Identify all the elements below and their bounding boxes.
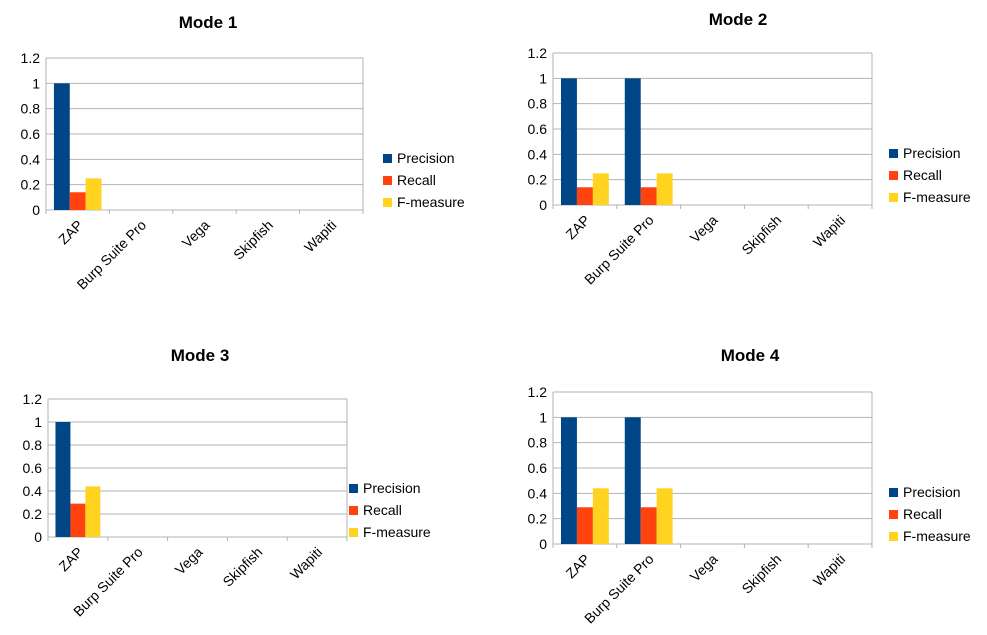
- legend-swatch: [889, 488, 898, 497]
- y-tick-label: 0.4: [528, 485, 548, 501]
- bar-fmeasure-0: [592, 173, 609, 205]
- x-tick-label: Skipfish: [219, 544, 265, 590]
- legend-swatch: [889, 193, 898, 202]
- y-tick-label: 0.4: [528, 146, 548, 162]
- y-tick-label: 0.6: [23, 460, 43, 476]
- legend-swatch: [889, 171, 898, 180]
- legend-label: Precision: [363, 480, 421, 496]
- legend-swatch: [889, 532, 898, 541]
- legend-label: Recall: [903, 167, 942, 183]
- x-tick-label: Wapiti: [810, 212, 848, 250]
- y-tick-label: 0.8: [23, 437, 43, 453]
- y-tick-label: 0.4: [23, 483, 43, 499]
- legend-swatch: [383, 154, 392, 163]
- legend-swatch: [349, 528, 358, 537]
- y-tick-label: 1.2: [21, 50, 41, 66]
- legend-swatch: [889, 149, 898, 158]
- x-tick-label: ZAP: [55, 217, 86, 248]
- y-tick-label: 0: [539, 536, 547, 552]
- legend-label: Recall: [903, 506, 942, 522]
- legend-label: Precision: [903, 484, 961, 500]
- y-tick-label: 0.6: [528, 121, 548, 137]
- bar-recall-1: [640, 507, 657, 544]
- x-tick-label: ZAP: [562, 551, 593, 582]
- y-tick-label: 0.8: [528, 96, 548, 112]
- bar-recall-0: [69, 192, 86, 210]
- legend-swatch: [383, 198, 392, 207]
- legend-label: F-measure: [363, 524, 431, 540]
- chart-title: Mode 1: [179, 13, 238, 32]
- y-tick-label: 1: [34, 414, 42, 430]
- legend-swatch: [349, 484, 358, 493]
- y-tick-label: 1.2: [23, 391, 43, 407]
- bar-fmeasure-1: [656, 173, 673, 205]
- legend-swatch: [383, 176, 392, 185]
- y-tick-label: 1: [539, 70, 547, 86]
- bar-precision-0: [53, 83, 70, 210]
- legend-swatch: [349, 506, 358, 515]
- x-tick-label: Skipfish: [738, 212, 784, 258]
- x-tick-label: Vega: [687, 551, 721, 585]
- legend-label: Precision: [397, 150, 455, 166]
- bar-recall-0: [576, 507, 593, 544]
- chart-title: Mode 4: [721, 346, 780, 365]
- y-tick-label: 1.2: [528, 45, 548, 61]
- y-tick-label: 0.2: [528, 511, 548, 527]
- bar-recall-0: [576, 187, 593, 205]
- y-tick-label: 0.2: [21, 177, 41, 193]
- bar-fmeasure-0: [592, 488, 609, 544]
- bar-precision-0: [55, 422, 71, 537]
- y-tick-label: 0.6: [21, 126, 41, 142]
- y-tick-label: 1: [539, 409, 547, 425]
- legend-label: Recall: [397, 172, 436, 188]
- bar-recall-1: [640, 187, 657, 205]
- bar-fmeasure-0: [85, 178, 102, 210]
- bar-recall-0: [70, 503, 86, 537]
- x-tick-label: Skipfish: [738, 551, 784, 597]
- y-tick-label: 0.2: [528, 172, 548, 188]
- x-tick-label: Wapiti: [301, 217, 339, 255]
- y-tick-label: 1.2: [528, 384, 548, 400]
- legend-label: F-measure: [903, 189, 971, 205]
- x-tick-label: ZAP: [55, 544, 86, 575]
- y-tick-label: 0.6: [528, 460, 548, 476]
- bar-precision-1: [624, 417, 641, 544]
- y-tick-label: 0.8: [528, 435, 548, 451]
- legend-label: F-measure: [903, 528, 971, 544]
- x-tick-label: Vega: [179, 217, 213, 251]
- bar-precision-0: [560, 78, 577, 205]
- bar-fmeasure-0: [85, 486, 101, 537]
- bar-precision-1: [624, 78, 641, 205]
- y-tick-label: 1: [32, 75, 40, 91]
- y-tick-label: 0.2: [23, 506, 43, 522]
- x-tick-label: Skipfish: [230, 217, 276, 263]
- x-tick-label: Vega: [172, 544, 206, 578]
- legend-label: Precision: [903, 145, 961, 161]
- y-tick-label: 0.8: [21, 101, 41, 117]
- x-tick-label: ZAP: [562, 212, 593, 243]
- legend-swatch: [889, 510, 898, 519]
- y-tick-label: 0: [32, 202, 40, 218]
- legend-label: F-measure: [397, 194, 465, 210]
- x-tick-label: Wapiti: [810, 551, 848, 589]
- bar-precision-0: [560, 417, 577, 544]
- bar-fmeasure-1: [656, 488, 673, 544]
- y-tick-label: 0: [34, 529, 42, 545]
- x-tick-label: Wapiti: [287, 544, 325, 582]
- y-tick-label: 0.4: [21, 151, 41, 167]
- x-tick-label: Vega: [687, 212, 721, 246]
- y-tick-label: 0: [539, 197, 547, 213]
- chart-title: Mode 2: [709, 10, 768, 29]
- chart-title: Mode 3: [171, 346, 230, 365]
- legend-label: Recall: [363, 502, 402, 518]
